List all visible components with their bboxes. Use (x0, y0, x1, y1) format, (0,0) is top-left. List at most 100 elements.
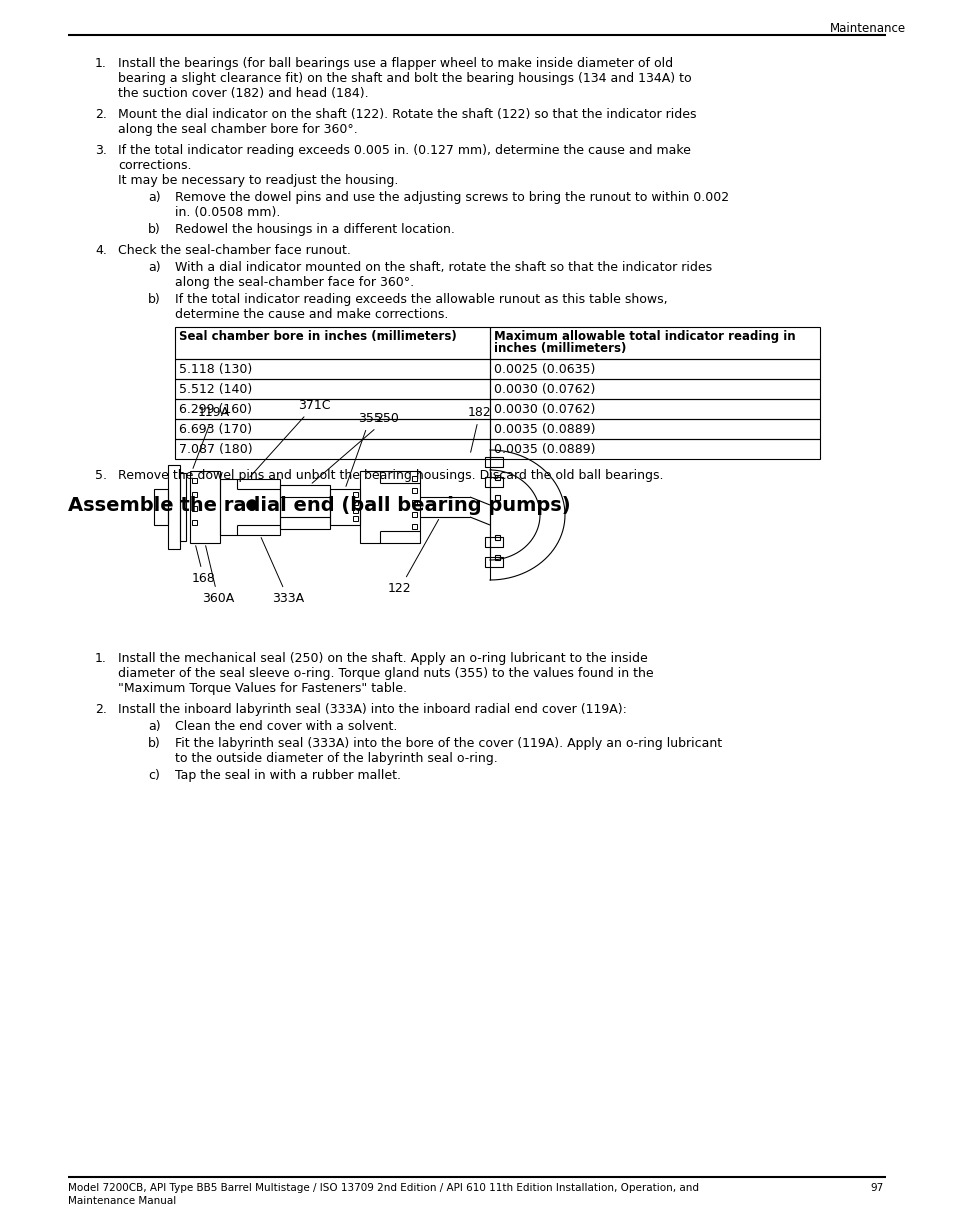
Bar (192, 492, 196, 497)
Bar (174, 328, 490, 360)
Text: along the seal chamber bore for 360°.: along the seal chamber bore for 360°. (118, 123, 357, 136)
Text: 168: 168 (192, 546, 215, 585)
Text: 0.0025 (0.0635): 0.0025 (0.0635) (494, 363, 595, 375)
Text: If the total indicator reading exceeds the allowable runout as this table shows,: If the total indicator reading exceeds t… (174, 293, 667, 306)
Bar (490, 360, 820, 379)
Text: the suction cover (182) and head (184).: the suction cover (182) and head (184). (118, 87, 368, 99)
Text: 6.693 (170): 6.693 (170) (179, 423, 252, 436)
Text: Fit the labyrinth seal (333A) into the bore of the cover (119A). Apply an o-ring: Fit the labyrinth seal (333A) into the b… (174, 737, 721, 750)
Bar (412, 524, 416, 529)
Text: Seal chamber bore in inches (millimeters): Seal chamber bore in inches (millimeters… (179, 330, 456, 344)
Text: 5.: 5. (95, 469, 107, 482)
Bar (174, 439, 490, 459)
Text: b): b) (148, 293, 161, 306)
Bar (353, 517, 357, 521)
Bar (174, 399, 490, 418)
Text: 250: 250 (312, 412, 398, 483)
Text: b): b) (148, 737, 161, 750)
Bar (490, 439, 820, 459)
Bar (153, 490, 168, 525)
Bar (220, 479, 280, 535)
Text: a): a) (148, 261, 160, 274)
Bar (359, 471, 419, 544)
Bar (330, 490, 359, 525)
Circle shape (247, 499, 256, 510)
Text: Assemble the radial end (ball bearing pumps): Assemble the radial end (ball bearing pu… (68, 496, 570, 515)
Text: Tap the seal in with a rubber mallet.: Tap the seal in with a rubber mallet. (174, 769, 400, 782)
Text: 0.0030 (0.0762): 0.0030 (0.0762) (494, 402, 595, 416)
Bar (412, 476, 416, 481)
Text: Mount the dial indicator on the shaft (122). Rotate the shaft (122) so that the : Mount the dial indicator on the shaft (1… (118, 108, 696, 121)
Text: 6.299 (160): 6.299 (160) (179, 402, 252, 416)
Text: Maintenance Manual: Maintenance Manual (68, 1196, 176, 1206)
Text: 97: 97 (869, 1183, 882, 1193)
Text: 1.: 1. (95, 56, 107, 70)
Text: a): a) (148, 191, 160, 204)
Text: 7.087 (180): 7.087 (180) (179, 443, 253, 456)
Bar (190, 471, 220, 544)
Text: 4.: 4. (95, 244, 107, 256)
Text: "Maximum Torque Values for Fasteners" table.: "Maximum Torque Values for Fasteners" ta… (118, 682, 407, 694)
Text: Remove the dowel pins and use the adjusting screws to bring the runout to within: Remove the dowel pins and use the adjust… (174, 191, 728, 204)
Text: 2.: 2. (95, 108, 107, 121)
Text: 360A: 360A (202, 546, 234, 605)
Bar (192, 520, 196, 525)
Bar (353, 508, 357, 513)
Text: c): c) (148, 769, 160, 782)
Text: Model 7200CB, API Type BB5 Barrel Multistage / ISO 13709 2nd Edition / API 610 1: Model 7200CB, API Type BB5 Barrel Multis… (68, 1183, 699, 1193)
Bar (192, 479, 196, 483)
Bar (174, 379, 490, 399)
Bar (484, 477, 502, 487)
Bar (495, 475, 499, 480)
Text: 2.: 2. (95, 703, 107, 717)
Bar (412, 499, 416, 506)
Bar (174, 418, 490, 439)
Text: 3.: 3. (95, 144, 107, 157)
Bar (484, 537, 502, 547)
Text: 182: 182 (468, 406, 491, 453)
Text: 5.512 (140): 5.512 (140) (179, 383, 252, 396)
Bar (412, 512, 416, 517)
Bar (353, 499, 357, 506)
Text: If the total indicator reading exceeds 0.005 in. (0.127 mm), determine the cause: If the total indicator reading exceeds 0… (118, 144, 690, 157)
Text: Clean the end cover with a solvent.: Clean the end cover with a solvent. (174, 720, 397, 733)
Text: Redowel the housings in a different location.: Redowel the housings in a different loca… (174, 223, 455, 236)
Text: Install the mechanical seal (250) on the shaft. Apply an o-ring lubricant to the: Install the mechanical seal (250) on the… (118, 652, 647, 665)
Text: 0.0030 (0.0762): 0.0030 (0.0762) (494, 383, 595, 396)
Bar (168, 465, 180, 548)
Text: 355: 355 (346, 412, 381, 486)
Text: determine the cause and make corrections.: determine the cause and make corrections… (174, 308, 448, 321)
Bar (174, 360, 490, 379)
Text: 119A: 119A (193, 406, 230, 469)
Text: in. (0.0508 mm).: in. (0.0508 mm). (174, 206, 280, 218)
Bar (495, 535, 499, 540)
Text: 371C: 371C (250, 399, 330, 477)
Text: corrections.: corrections. (118, 160, 192, 172)
Text: b): b) (148, 223, 161, 236)
Bar (412, 488, 416, 493)
Text: Install the bearings (for ball bearings use a flapper wheel to make inside diame: Install the bearings (for ball bearings … (118, 56, 673, 70)
Text: Check the seal-chamber face runout.: Check the seal-chamber face runout. (118, 244, 351, 256)
Text: 1.: 1. (95, 652, 107, 665)
Bar (280, 485, 330, 529)
Bar (495, 555, 499, 560)
Text: inches (millimeters): inches (millimeters) (494, 342, 626, 355)
Bar (353, 492, 357, 497)
Bar (192, 506, 196, 510)
Text: Maximum allowable total indicator reading in: Maximum allowable total indicator readin… (494, 330, 795, 344)
Text: With a dial indicator mounted on the shaft, rotate the shaft so that the indicat: With a dial indicator mounted on the sha… (174, 261, 711, 274)
Bar (490, 328, 820, 360)
Text: Remove the dowel pins and unbolt the bearing housings. Discard the old ball bear: Remove the dowel pins and unbolt the bea… (118, 469, 662, 482)
Text: 122: 122 (388, 519, 438, 595)
Text: Install the inboard labyrinth seal (333A) into the inboard radial end cover (119: Install the inboard labyrinth seal (333A… (118, 703, 626, 717)
Text: 5.118 (130): 5.118 (130) (179, 363, 252, 375)
Text: bearing a slight clearance fit) on the shaft and bolt the bearing housings (134 : bearing a slight clearance fit) on the s… (118, 72, 691, 85)
Text: 0.0035 (0.0889): 0.0035 (0.0889) (494, 423, 595, 436)
Text: 0.0035 (0.0889): 0.0035 (0.0889) (494, 443, 595, 456)
Text: It may be necessary to readjust the housing.: It may be necessary to readjust the hous… (118, 174, 398, 187)
Text: a): a) (148, 720, 160, 733)
Bar (490, 379, 820, 399)
Bar (180, 472, 186, 541)
Text: along the seal-chamber face for 360°.: along the seal-chamber face for 360°. (174, 276, 414, 290)
Text: to the outside diameter of the labyrinth seal o-ring.: to the outside diameter of the labyrinth… (174, 752, 497, 764)
